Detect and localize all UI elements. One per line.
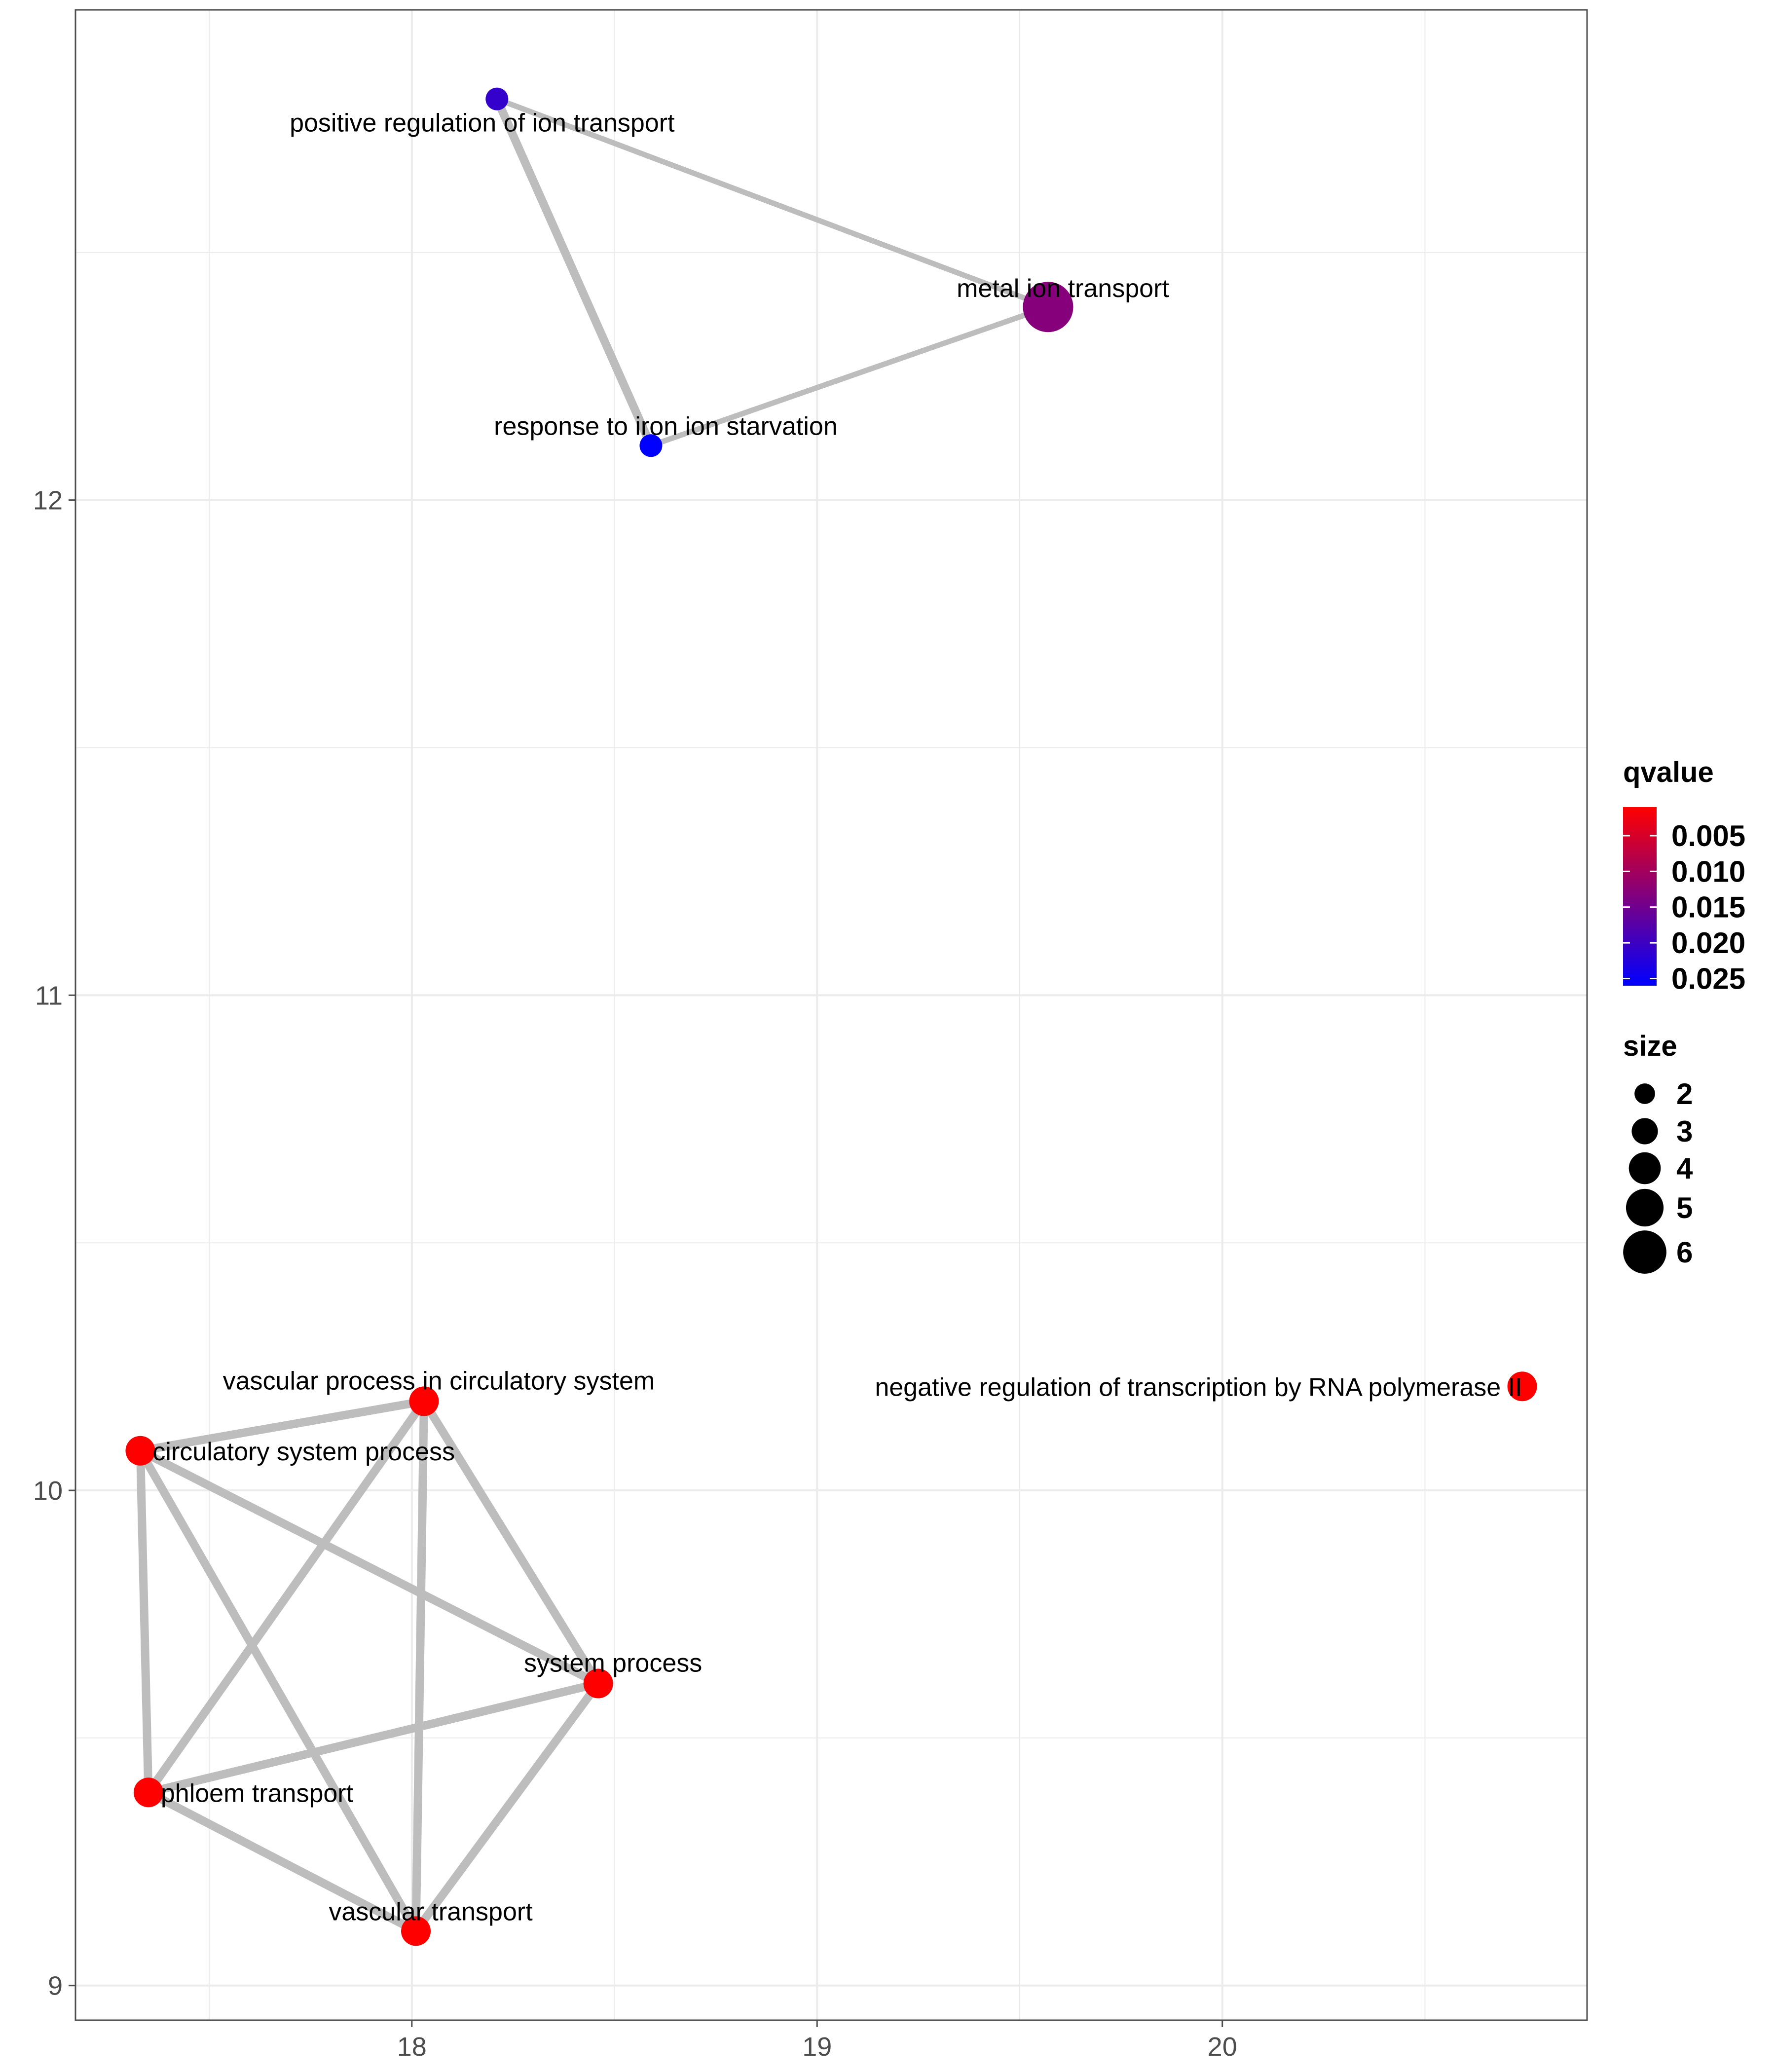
node-label-iron: response to iron ion starvation xyxy=(494,412,838,441)
node-vasc_circ xyxy=(409,1386,439,1416)
legend-qvalue-label: 0.020 xyxy=(1671,926,1745,960)
panel-border xyxy=(74,9,1588,2021)
x-tick-label: 19 xyxy=(802,2032,832,2062)
node-sys xyxy=(583,1668,613,1699)
y-tick-label: 11 xyxy=(35,981,63,1010)
legend-size-dot xyxy=(1626,1188,1664,1227)
node-label-vasc: vascular transport xyxy=(329,1897,533,1926)
edge-circ-phloem xyxy=(136,1446,153,1797)
nodes xyxy=(125,87,1537,1946)
node-phloem xyxy=(133,1777,163,1808)
edge-circ-vasc xyxy=(136,1446,420,1935)
node-label-phloem: phloem transport xyxy=(161,1779,354,1808)
axes: 18 19 20 9 10 11 12 xyxy=(33,486,1237,2062)
y-tick-label: 10 xyxy=(33,1476,63,1506)
node-metal xyxy=(1023,282,1073,333)
edge-vasc_circ-vasc xyxy=(411,1397,428,1935)
edge-pos_reg-iron xyxy=(492,95,655,450)
legend-size-label: 5 xyxy=(1676,1191,1693,1224)
edge-circ-sys xyxy=(136,1446,603,1688)
node-label-metal: metal ion transport xyxy=(957,274,1169,303)
node-labels: positive regulation of ion transport meta… xyxy=(152,109,1522,1926)
legend-qvalue-colorbar xyxy=(1623,807,1657,986)
node-label-vasc_circ: vascular process in circulatory system xyxy=(223,1367,655,1395)
y-tick-label: 12 xyxy=(33,486,63,516)
legend-size-dot xyxy=(1628,1152,1661,1184)
y-tick-label: 9 xyxy=(48,1971,63,2001)
edge-phloem-vasc xyxy=(144,1788,420,1935)
edge-pos_reg-metal xyxy=(494,96,1051,310)
node-label-sys: system process xyxy=(524,1649,702,1677)
grid xyxy=(75,10,1587,2020)
node-neg_reg xyxy=(1507,1371,1537,1402)
node-vasc xyxy=(401,1916,431,1946)
x-tick-label: 18 xyxy=(397,2032,427,2062)
node-iron xyxy=(639,434,663,457)
legend-size-dot xyxy=(1634,1083,1655,1104)
legend-qvalue-label: 0.025 xyxy=(1671,962,1745,996)
legend-size-dot xyxy=(1623,1230,1666,1274)
x-tick-label: 20 xyxy=(1208,2032,1237,2062)
node-circ xyxy=(125,1436,155,1466)
legend-qvalue-title: qvalue xyxy=(1623,756,1714,788)
edge-iron-metal xyxy=(648,304,1051,448)
legend-size-title: size xyxy=(1623,1030,1677,1062)
edge-circ-vasc_circ xyxy=(136,1397,428,1455)
edge-sys-phloem xyxy=(144,1679,603,1797)
legend-size-label: 6 xyxy=(1676,1236,1693,1269)
node-label-circ: circulatory system process xyxy=(152,1438,455,1466)
edge-sys-vasc xyxy=(411,1679,603,1935)
legend-qvalue-label: 0.005 xyxy=(1671,819,1745,852)
node-label-neg_reg: negative regulation of transcription by … xyxy=(875,1373,1522,1402)
edge-vasc_circ-phloem xyxy=(144,1397,428,1797)
legend-qvalue-label: 0.010 xyxy=(1671,855,1745,888)
legend-size-label: 2 xyxy=(1676,1077,1693,1110)
edge-vasc_circ-sys xyxy=(419,1397,603,1688)
edges xyxy=(136,95,1051,1935)
legend-qvalue-label: 0.015 xyxy=(1671,891,1745,924)
legend-size-label: 4 xyxy=(1676,1152,1693,1185)
legend-size-label: 3 xyxy=(1676,1115,1693,1148)
node-pos_reg xyxy=(485,87,509,111)
node-label-pos_reg: positive regulation of ion transport xyxy=(290,109,675,138)
legend-size-dot xyxy=(1631,1118,1658,1145)
